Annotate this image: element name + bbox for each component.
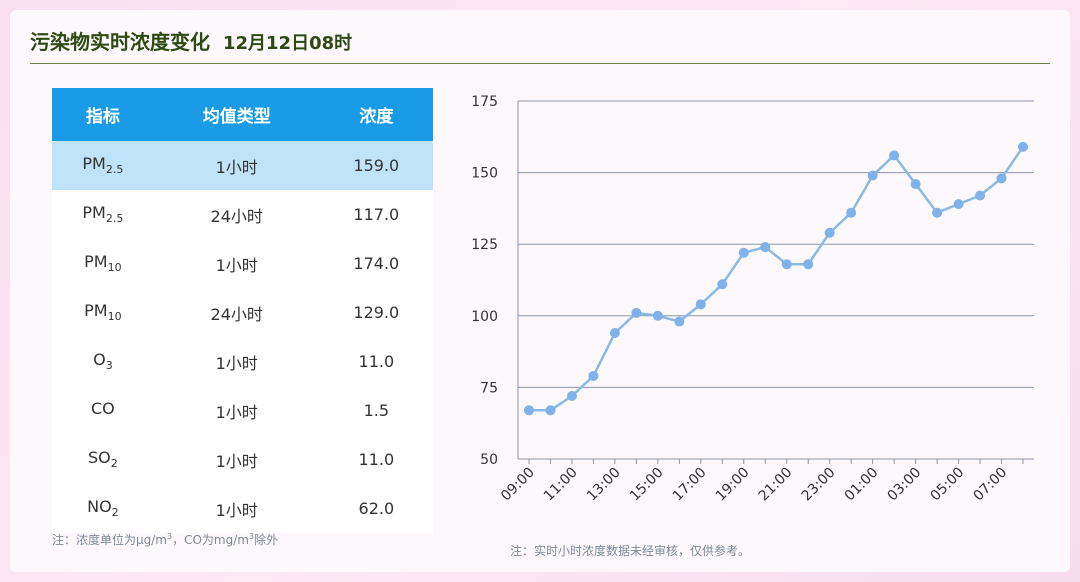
- x-tick-label: 19:00: [713, 465, 753, 505]
- data-point: [781, 259, 792, 270]
- data-point: [975, 190, 986, 201]
- title-text: 污染物实时浓度变化: [30, 30, 210, 54]
- col-header-type: 均值类型: [153, 88, 320, 141]
- title-divider: [30, 63, 1050, 64]
- data-point: [566, 390, 577, 401]
- y-tick-label: 50: [480, 452, 498, 468]
- x-tick-label: 17:00: [670, 465, 710, 505]
- table-row[interactable]: PM10 24小时 129.0: [52, 288, 433, 337]
- cell-type: 1小时: [153, 239, 320, 288]
- table-header-row: 指标 均值类型 浓度: [52, 88, 433, 141]
- cell-indicator: PM10: [52, 239, 154, 288]
- data-point: [867, 170, 878, 181]
- cell-value: 11.0: [319, 435, 433, 484]
- data-point: [760, 242, 771, 253]
- data-point: [588, 370, 599, 381]
- x-tick-label: 15:00: [627, 465, 667, 505]
- table-row[interactable]: NO2 1小时 62.0: [52, 484, 433, 533]
- data-point: [545, 405, 556, 416]
- cell-indicator: PM10: [52, 288, 154, 337]
- x-tick-label: 21:00: [756, 465, 796, 505]
- cell-value: 1.5: [319, 386, 433, 435]
- data-point: [717, 279, 728, 290]
- x-tick-label: 23:00: [799, 465, 839, 505]
- data-point: [910, 179, 921, 190]
- cell-value: 117.0: [319, 190, 433, 239]
- cell-type: 1小时: [153, 484, 320, 533]
- data-point: [889, 150, 900, 161]
- cell-value: 159.0: [319, 141, 433, 190]
- x-tick-label: 05:00: [928, 465, 968, 505]
- data-point: [953, 199, 964, 210]
- cell-indicator: PM2.5: [52, 141, 154, 190]
- table-row[interactable]: PM2.5 1小时 159.0: [52, 141, 433, 190]
- y-tick-label: 75: [480, 380, 498, 396]
- series-line: [529, 146, 1025, 412]
- data-point: [695, 299, 706, 310]
- cell-value: 62.0: [319, 484, 433, 533]
- cell-type: 1小时: [153, 337, 320, 386]
- data-point: [824, 227, 835, 238]
- units-note: 注：浓度单位为μg/m3，CO为mg/m3除外: [52, 532, 279, 547]
- y-tick-label: 100: [471, 309, 498, 325]
- data-point: [932, 207, 943, 218]
- x-tick-label: 09:00: [498, 465, 538, 505]
- x-tick-label: 07:00: [970, 465, 1010, 505]
- disclaimer-note: 注：实时小时浓度数据未经审核，仅供参考。: [510, 544, 751, 558]
- cell-type: 1小时: [153, 141, 320, 190]
- data-point: [631, 307, 642, 318]
- data-point: [674, 316, 685, 327]
- y-tick-label: 150: [471, 166, 498, 182]
- cell-type: 24小时: [153, 190, 320, 239]
- data-point: [803, 259, 814, 270]
- cell-indicator: O3: [52, 337, 154, 386]
- table-row[interactable]: PM2.5 24小时 117.0: [52, 190, 433, 239]
- cell-value: 129.0: [319, 288, 433, 337]
- table-row[interactable]: CO 1小时 1.5: [52, 386, 433, 435]
- pollutant-table: 指标 均值类型 浓度 PM2.5 1小时 159.0 PM2.5 24小时 11…: [52, 88, 433, 533]
- cell-indicator: SO2: [52, 435, 154, 484]
- data-point: [524, 405, 534, 416]
- data-point: [609, 327, 620, 338]
- x-tick-label: 03:00: [885, 465, 925, 505]
- x-tick-label: 13:00: [584, 465, 624, 505]
- table-row[interactable]: O3 1小时 11.0: [52, 337, 433, 386]
- title-time: 12月12日08时: [222, 33, 353, 54]
- concentration-line-chart: 50 75 100 125 150 175 09:00 11:00 13:00 15:00 17:0…: [471, 94, 1034, 505]
- col-header-value: 浓度: [319, 88, 433, 141]
- data-point: [846, 207, 857, 218]
- col-header-indicator: 指标: [52, 88, 154, 141]
- cell-indicator: CO: [52, 386, 154, 435]
- cell-type: 1小时: [153, 435, 320, 484]
- x-tick-label: 11:00: [541, 465, 581, 505]
- cell-indicator: PM2.5: [52, 190, 154, 239]
- cell-indicator: NO2: [52, 484, 154, 533]
- cell-type: 24小时: [153, 288, 320, 337]
- data-point: [738, 247, 749, 258]
- y-tick-label: 175: [471, 94, 498, 110]
- data-point: [1018, 141, 1028, 152]
- x-tick-label: 01:00: [842, 465, 882, 505]
- cell-value: 11.0: [319, 337, 433, 386]
- table-row[interactable]: SO2 1小时 11.0: [52, 435, 433, 484]
- table-row[interactable]: PM10 1小时 174.0: [52, 239, 433, 288]
- cell-type: 1小时: [153, 386, 320, 435]
- data-point: [652, 310, 663, 321]
- y-tick-label: 125: [471, 237, 498, 253]
- cell-value: 174.0: [319, 239, 433, 288]
- data-point: [996, 173, 1007, 184]
- page-title: 污染物实时浓度变化 12月12日08时: [30, 26, 352, 55]
